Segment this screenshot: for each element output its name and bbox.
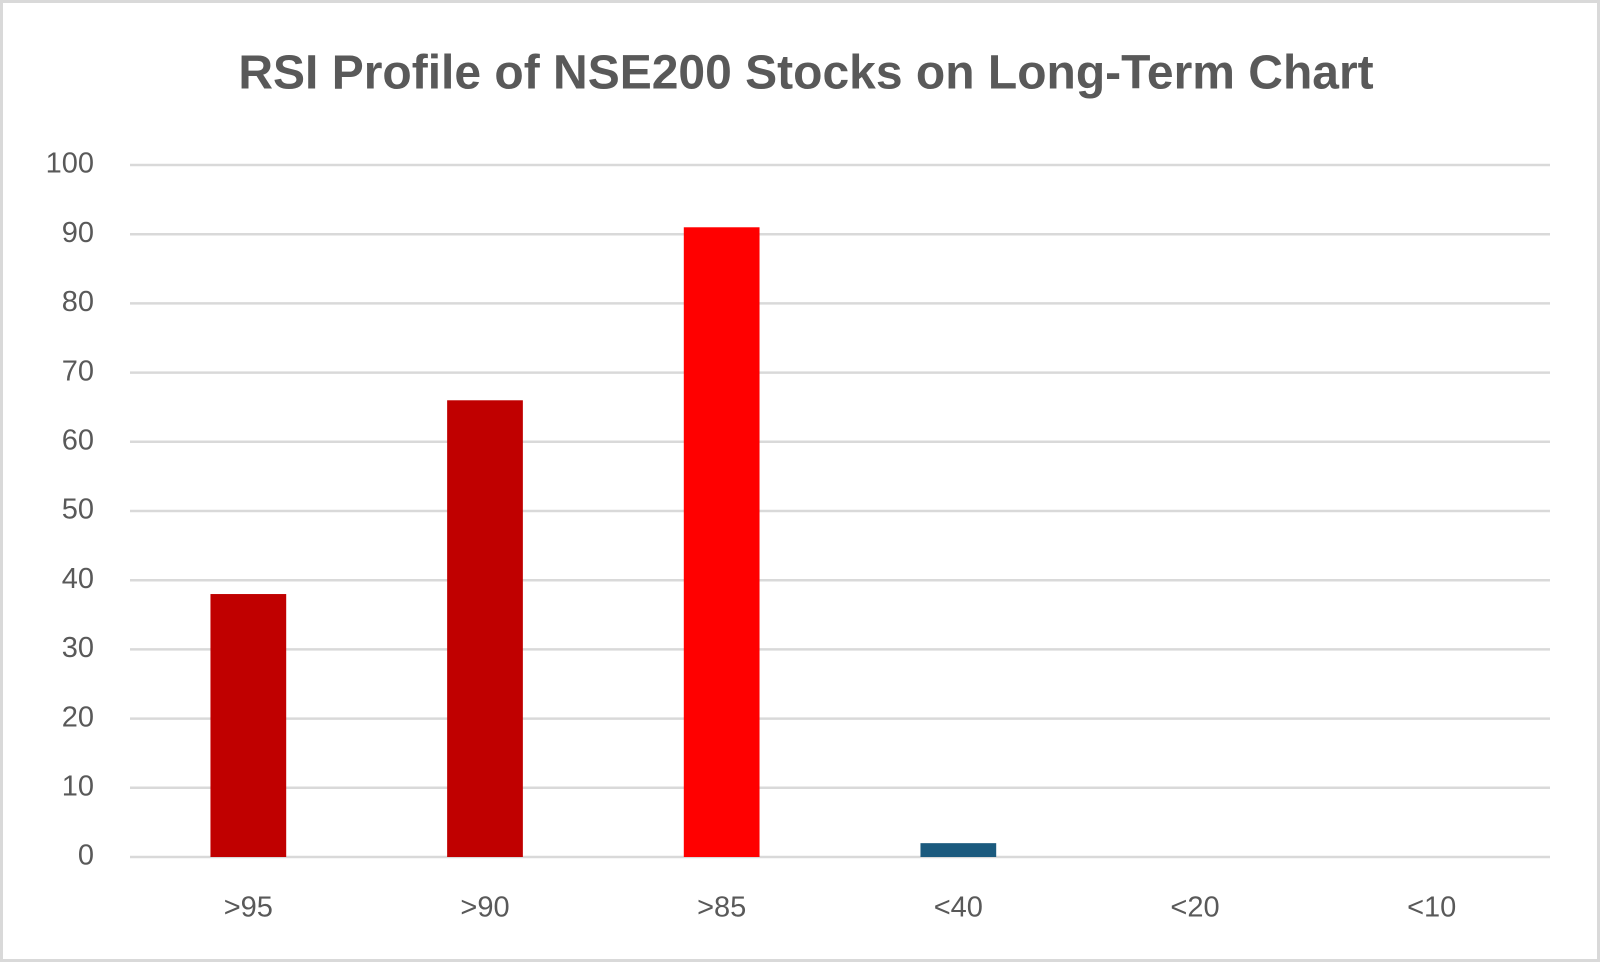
y-tick-label: 60 (62, 424, 94, 456)
x-tick-label: <40 (934, 892, 983, 924)
y-tick-label: 100 (46, 148, 94, 180)
y-tick-label: 70 (62, 355, 94, 387)
x-tick-label: <20 (1170, 892, 1219, 924)
bar (447, 400, 523, 857)
y-tick-label: 50 (62, 494, 94, 526)
x-tick-label: <10 (1407, 892, 1456, 924)
bar (683, 227, 760, 857)
x-tick-label: >85 (697, 892, 746, 924)
bar (210, 594, 287, 857)
y-tick-label: 40 (62, 563, 94, 595)
x-tick-label: >90 (460, 892, 509, 924)
y-tick-label: 10 (62, 770, 94, 802)
x-tick-label: >95 (224, 892, 273, 924)
y-tick-label: 0 (78, 840, 94, 872)
chart-title: RSI Profile of NSE200 Stocks on Long-Ter… (238, 47, 1373, 100)
y-tick-label: 30 (62, 632, 94, 664)
y-tick-label: 90 (62, 217, 94, 249)
bar (920, 843, 997, 857)
y-tick-label: 20 (62, 701, 94, 733)
y-tick-label: 80 (62, 286, 94, 318)
